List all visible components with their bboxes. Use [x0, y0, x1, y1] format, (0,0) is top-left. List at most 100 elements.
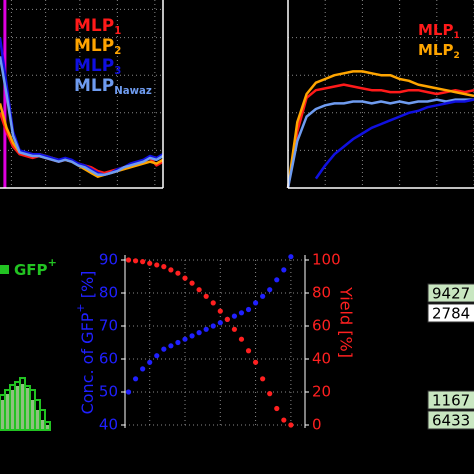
count-label: 6433 [432, 412, 470, 430]
legend-name: GFP [14, 261, 48, 279]
histogram-bar [39, 409, 46, 431]
legend-name: MLP [418, 41, 453, 59]
scatter-point [274, 277, 280, 283]
legend-label: GFP+ [14, 256, 57, 279]
scatter-point [147, 359, 153, 365]
scatter-point [245, 306, 252, 313]
scatter-point [260, 376, 266, 382]
legend-label: MLP1 [74, 16, 121, 37]
scatter-point [217, 320, 223, 326]
scatter-point [210, 300, 216, 306]
count-box [427, 283, 474, 303]
series-line [0, 37, 164, 177]
y2-tick-label: 100 [312, 251, 341, 269]
histogram-bar [5, 394, 10, 430]
legend-subscript: 1 [453, 31, 459, 41]
series-line [0, 56, 164, 177]
scatter-point [175, 339, 181, 346]
legend-name: MLP [74, 16, 114, 36]
y-tick-label: 40 [99, 416, 118, 434]
scatter-point [281, 417, 287, 423]
scatter-point [189, 280, 195, 286]
scatter-point [168, 267, 174, 273]
scatter-point [154, 262, 160, 268]
legend-name: MLP [74, 76, 114, 96]
scatter-point [182, 275, 188, 281]
legend-superscript: + [48, 256, 57, 269]
legend-subscript: 1 [114, 26, 121, 37]
legend-label: MLP1 [418, 21, 460, 41]
scatter-point [125, 389, 132, 395]
legend-label: MLP3 [74, 56, 121, 77]
legend-label: MLP2 [74, 36, 121, 57]
count-label: 1167 [432, 392, 470, 410]
scatter-point [125, 257, 132, 263]
scatter-point [252, 300, 259, 306]
series-line [286, 98, 474, 189]
scatter-point [132, 258, 139, 264]
scatter-point [267, 287, 273, 293]
scatter-point [274, 405, 280, 412]
scatter-point [154, 353, 160, 359]
scatter-point [203, 293, 209, 299]
histogram-bar [20, 384, 25, 430]
scatter-point [238, 336, 245, 342]
histogram-bar [25, 388, 30, 430]
y2-tick-label: 0 [312, 416, 322, 434]
histogram-bar [30, 400, 35, 430]
scatter-point [288, 254, 294, 260]
legend-name: MLP [74, 36, 114, 56]
scatter-point [196, 330, 202, 336]
scatter-point [175, 270, 181, 276]
count-label: 9427 [432, 285, 470, 303]
y-axis-label: Conc. of GFP+ [%] [74, 271, 97, 415]
histogram-bar [10, 390, 15, 430]
legend-subscript: 2 [114, 46, 121, 57]
y2-tick-label: 60 [312, 317, 331, 335]
count-box [427, 410, 474, 430]
legend-label: MLPNawaz [74, 76, 152, 97]
legend-name: MLP [74, 56, 114, 76]
scatter-point [224, 316, 230, 322]
count-label: 2784 [432, 305, 470, 323]
series-line [314, 98, 474, 180]
scatter-point [161, 264, 167, 270]
histogram-bar [45, 425, 50, 430]
count-box [427, 390, 474, 410]
scatter-point [210, 323, 216, 329]
legend-subscript: 2 [453, 51, 459, 61]
scatter-point [168, 343, 174, 349]
scatter-point [245, 348, 252, 354]
scatter-point [147, 260, 153, 266]
scatter-point [196, 287, 202, 293]
y-tick-label: 80 [99, 284, 118, 302]
histogram-bar [15, 386, 20, 430]
series-line [286, 70, 474, 189]
legend-name: MLP [418, 21, 453, 39]
histogram-bar [0, 400, 5, 430]
y2-tick-label: 20 [312, 383, 331, 401]
y-tick-label: 60 [99, 350, 118, 368]
y-axis-label-unit: [%] [78, 271, 97, 304]
y2-tick-label: 80 [312, 284, 331, 302]
legend-label: MLP2 [418, 41, 460, 61]
y-tick-label: 50 [99, 383, 118, 401]
scatter-point [281, 267, 287, 273]
scatter-point [288, 422, 294, 428]
y-tick-label: 70 [99, 317, 118, 335]
y-axis-label-superscript: + [74, 303, 87, 312]
legend-subscript: 3 [114, 66, 121, 77]
y-axis-label-text: Conc. of GFP [78, 312, 97, 414]
scatter-point [182, 336, 188, 342]
count-box [427, 303, 474, 323]
scatter-point [140, 259, 146, 265]
y2-axis-label: Yield [%] [337, 286, 356, 358]
histogram-bar [40, 420, 45, 430]
scatter-point [238, 310, 245, 316]
histogram-bar [35, 410, 40, 430]
scatter-point [140, 366, 146, 372]
histogram-bar [44, 421, 51, 431]
series-line [286, 83, 474, 189]
scatter-point [267, 391, 273, 397]
